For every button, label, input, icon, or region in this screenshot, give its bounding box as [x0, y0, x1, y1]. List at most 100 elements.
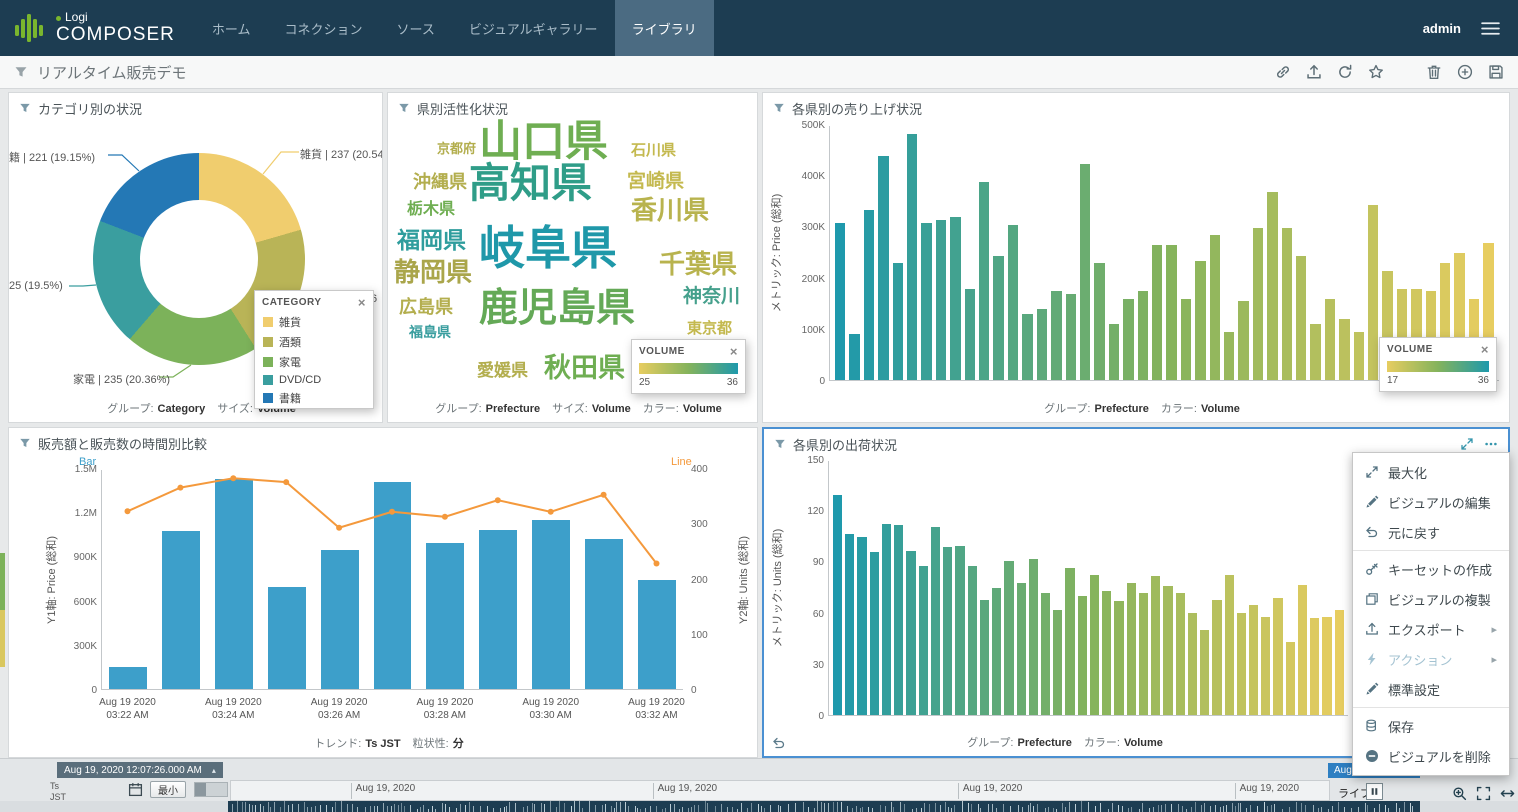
- bar[interactable]: [1051, 291, 1062, 380]
- bar[interactable]: [1212, 599, 1222, 715]
- bar[interactable]: [1187, 613, 1198, 715]
- bar[interactable]: [1440, 263, 1451, 380]
- close-icon[interactable]: ×: [729, 344, 738, 359]
- bar[interactable]: [869, 552, 879, 715]
- bar[interactable]: [1195, 260, 1206, 380]
- bar[interactable]: [1053, 610, 1063, 715]
- fit-width-icon[interactable]: [1476, 786, 1491, 801]
- bar[interactable]: [1126, 582, 1136, 715]
- legend-item[interactable]: DVD/CD: [255, 372, 373, 388]
- bar[interactable]: [1036, 308, 1048, 380]
- calendar-icon[interactable]: [128, 782, 143, 797]
- bar[interactable]: [979, 599, 990, 715]
- bar[interactable]: [1273, 598, 1283, 715]
- bar[interactable]: [1411, 288, 1422, 380]
- bar[interactable]: [1236, 613, 1246, 715]
- bar[interactable]: [1022, 313, 1033, 380]
- bar[interactable]: [1151, 245, 1163, 380]
- bar[interactable]: [585, 538, 624, 689]
- add-visual-button[interactable]: [1457, 64, 1473, 80]
- bar[interactable]: [835, 222, 846, 380]
- wordcloud-word[interactable]: 東京都: [687, 320, 733, 337]
- bar[interactable]: [638, 579, 676, 689]
- timeline-track[interactable]: Aug 19, 2020 Aug 19, 2020 Aug 19, 2020 Aug …: [230, 780, 1330, 801]
- bar[interactable]: [1151, 576, 1161, 715]
- bar[interactable]: [1065, 293, 1076, 380]
- wordcloud-word[interactable]: 宮崎県: [627, 171, 685, 192]
- bar[interactable]: [1114, 601, 1124, 715]
- wordcloud-word[interactable]: 高知県: [469, 160, 592, 206]
- bar[interactable]: [1248, 605, 1259, 715]
- filter-icon[interactable]: [19, 102, 31, 114]
- nav-item-ホーム[interactable]: ホーム: [211, 21, 251, 37]
- bar[interactable]: [930, 527, 941, 715]
- legend-item[interactable]: 雑貨: [255, 312, 373, 332]
- bar[interactable]: [426, 542, 465, 689]
- wordcloud-word[interactable]: 神奈川: [683, 286, 741, 307]
- bar[interactable]: [1200, 630, 1210, 715]
- bar[interactable]: [1175, 593, 1185, 715]
- dashboard-filter-icon[interactable]: [14, 65, 28, 79]
- bar[interactable]: [1209, 235, 1220, 380]
- bar[interactable]: [1396, 288, 1408, 380]
- delete-dashboard-button[interactable]: [1426, 64, 1442, 80]
- share-link-button[interactable]: [1275, 64, 1291, 80]
- wordcloud-word[interactable]: 静岡県: [394, 257, 473, 287]
- line-series[interactable]: [101, 470, 683, 690]
- bar[interactable]: [1108, 324, 1120, 380]
- bar[interactable]: [863, 209, 875, 380]
- pause-button[interactable]: [1366, 783, 1383, 800]
- bar[interactable]: [1065, 567, 1075, 715]
- bar[interactable]: [1425, 291, 1437, 380]
- wordcloud-word[interactable]: 京都府: [437, 141, 477, 156]
- bar[interactable]: [1123, 298, 1134, 380]
- wordcloud-word[interactable]: 秋田県: [544, 353, 625, 383]
- bar[interactable]: [1324, 298, 1336, 380]
- bar[interactable]: [906, 550, 916, 715]
- bar[interactable]: [1180, 298, 1192, 380]
- bar[interactable]: [943, 547, 953, 715]
- filter-icon[interactable]: [774, 438, 786, 450]
- menu-maximize[interactable]: 最大化: [1353, 457, 1509, 487]
- close-icon[interactable]: ×: [1480, 342, 1489, 357]
- bar[interactable]: [1310, 324, 1321, 380]
- wordcloud-word[interactable]: 岐阜県: [479, 222, 617, 274]
- refresh-button[interactable]: [1337, 64, 1353, 80]
- wordcloud-word[interactable]: 福岡県: [397, 227, 466, 253]
- bar[interactable]: [1224, 574, 1234, 715]
- maximize-icon[interactable]: [1460, 437, 1474, 451]
- bar[interactable]: [214, 478, 253, 689]
- bar[interactable]: [845, 533, 855, 715]
- bar[interactable]: [1368, 204, 1379, 380]
- bar[interactable]: [1166, 245, 1177, 380]
- bar[interactable]: [950, 217, 961, 380]
- bar[interactable]: [979, 181, 990, 380]
- bar[interactable]: [1382, 270, 1393, 380]
- bar[interactable]: [993, 255, 1004, 380]
- bar[interactable]: [992, 588, 1002, 715]
- bar[interactable]: [892, 263, 904, 380]
- bar[interactable]: [1163, 586, 1173, 715]
- bar[interactable]: [1077, 596, 1087, 715]
- bar[interactable]: [1238, 301, 1249, 380]
- nav-item-ライブラリ[interactable]: ライブラリ: [614, 0, 714, 56]
- bar[interactable]: [1089, 574, 1100, 715]
- wordcloud-word[interactable]: 香川県: [631, 195, 710, 225]
- bar[interactable]: [878, 156, 889, 380]
- zoom-slider-handle[interactable]: [195, 783, 206, 796]
- wordcloud-word[interactable]: 愛媛県: [477, 361, 528, 380]
- current-time-label[interactable]: Aug 19, 2020 12:07:26.000 AM ▴: [57, 762, 223, 778]
- bar[interactable]: [955, 545, 965, 715]
- bar[interactable]: [320, 550, 359, 689]
- bar[interactable]: [935, 219, 947, 380]
- menu-edit-visual[interactable]: ビジュアルの編集: [1353, 487, 1509, 517]
- menu-undo[interactable]: 元に戻す: [1353, 517, 1509, 547]
- wordcloud-word[interactable]: 石川県: [631, 142, 677, 159]
- legend-item[interactable]: 酒類: [255, 332, 373, 352]
- menu-create-keyset[interactable]: キーセットの作成: [1353, 554, 1509, 584]
- bar[interactable]: [267, 586, 306, 689]
- filter-icon[interactable]: [773, 102, 785, 114]
- bar[interactable]: [1094, 263, 1105, 380]
- bar[interactable]: [1267, 192, 1278, 380]
- bar[interactable]: [1281, 227, 1292, 380]
